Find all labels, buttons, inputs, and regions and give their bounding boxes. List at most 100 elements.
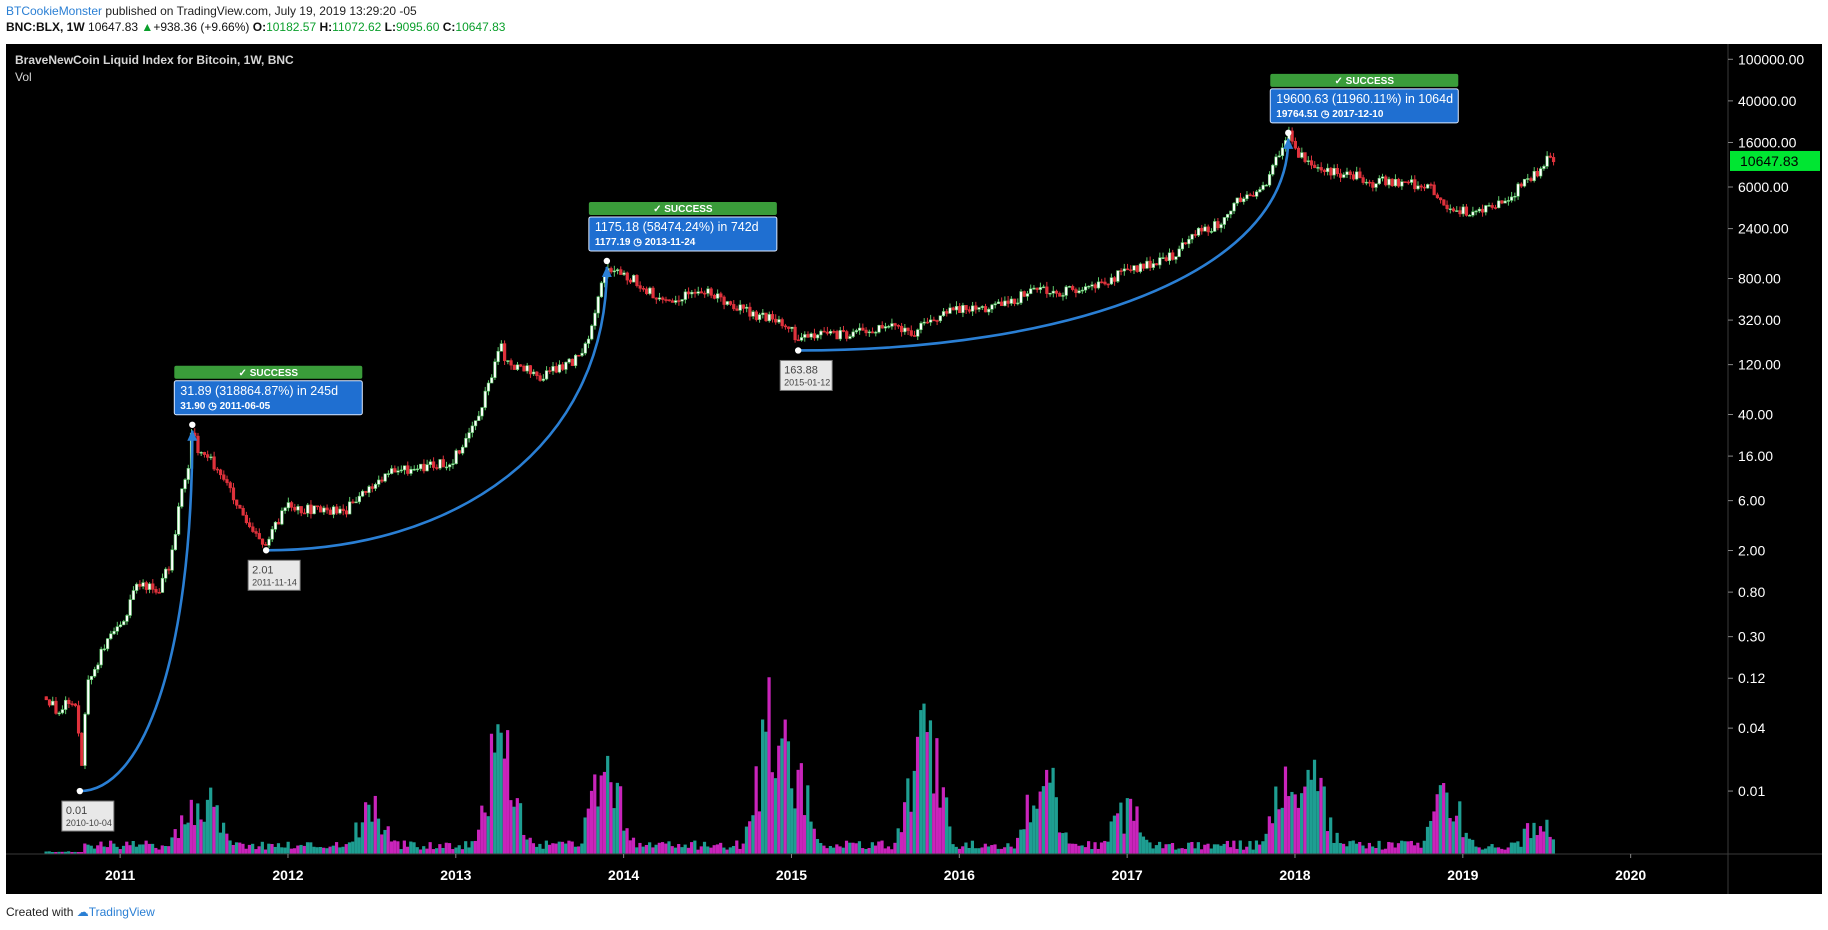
price-tick-label: 120.00 [1738,357,1781,373]
candle-body [657,297,662,300]
candle-body [690,291,694,295]
price-tick-label: 40000.00 [1738,93,1797,109]
volume-bar [263,849,268,854]
volume-bar [722,847,726,854]
volume-bar [780,738,784,854]
candle-body [538,375,542,381]
candle-body [764,312,768,322]
price-chart[interactable]: 0.01 2010-10-04 ✓ SUCCESS 31.89 (318864.87%… [6,44,1822,894]
volume-bar [648,842,652,854]
candle-body [286,502,290,509]
candle-body [1038,287,1042,290]
candle-body [722,296,726,305]
volume-bar [1348,841,1352,854]
volume-bar [1032,805,1036,854]
candle-body [1490,205,1494,208]
candle-body [393,468,397,473]
candle-body [396,470,400,473]
volume-bar [441,848,445,854]
volume-bar [341,846,345,854]
candle-body [622,272,626,275]
candle-body [1516,183,1520,197]
volume-bar [1015,837,1020,854]
volume-bar [725,849,729,854]
candle-body [1096,281,1101,289]
volume-bar [1190,841,1194,854]
price-tick-label: 2400.00 [1738,221,1789,237]
candle-body [477,415,481,421]
volume-bar [928,720,933,854]
volume-bar [1199,849,1204,854]
candle-body [1351,174,1356,180]
volume-bar [270,843,274,854]
candle-body [83,713,87,766]
volume-bar [209,787,213,854]
candle-body [64,699,68,710]
time-tick-label: 2015 [776,867,807,883]
volume-bar [625,828,629,854]
candle-body [1180,242,1185,250]
volume-bar [835,844,839,854]
candle-body [1432,184,1436,196]
volume-bar [383,829,387,854]
volume-bar [1287,796,1291,854]
volume-bar [470,841,474,854]
candle-body [1142,263,1146,269]
volume-bar [864,848,868,854]
volume-bar [1070,843,1075,854]
candle-body [564,361,568,370]
candle-body [180,488,184,507]
volume-bar [1216,844,1220,854]
volume-bar [276,843,281,854]
volume-bar [105,847,110,854]
volume-bar [180,815,184,854]
volume-bar [1080,845,1084,854]
candle-body [1542,166,1546,169]
volume-bar [709,847,713,854]
candle-body [1138,263,1143,272]
volume-bar [499,732,503,854]
candle-body [941,311,946,317]
candle-body [1445,204,1449,210]
volume-bar [357,837,361,854]
candle-body [283,507,287,511]
volume-bar [738,848,742,854]
candle-body [951,307,955,311]
candle-body [490,377,494,384]
volume-bar [935,738,939,854]
candle-body [1258,189,1262,193]
tradingview-logo-icon[interactable]: ☁ [76,905,89,919]
candle-body [296,506,300,511]
volume-bar [786,741,791,854]
volume-bar [1122,833,1126,854]
candle-body [1203,226,1207,232]
volume-bar [967,847,971,854]
candle-body [612,270,616,273]
candle-body [186,468,190,480]
time-tick-label: 2012 [272,867,303,883]
volume-bar [622,830,626,854]
volume-bar [974,848,978,854]
volume-bar [841,847,845,854]
ticker-symbol: BNC:BLX, 1W [6,20,85,34]
volume-bar [280,847,284,854]
volume-bar [1225,840,1229,854]
chart-title: BraveNewCoin Liquid Index for Bitcoin, 1… [15,53,294,67]
volume-bar [464,841,468,854]
candle-body [1413,179,1417,190]
candle-body [515,364,520,370]
candle-body [922,321,926,324]
volume-bar [483,812,487,854]
candle-body [1358,171,1362,178]
volume-bar [677,844,681,854]
author-link[interactable]: BTCookieMonster [6,4,103,18]
volume-bar [150,843,155,854]
volume-bar [1164,844,1168,854]
tradingview-brand[interactable]: TradingView [88,905,155,919]
candle-body [228,482,232,489]
candle-body [112,630,116,635]
volume-bar [1057,832,1062,854]
volume-bar [1048,782,1052,854]
volume-bar [1235,848,1239,854]
